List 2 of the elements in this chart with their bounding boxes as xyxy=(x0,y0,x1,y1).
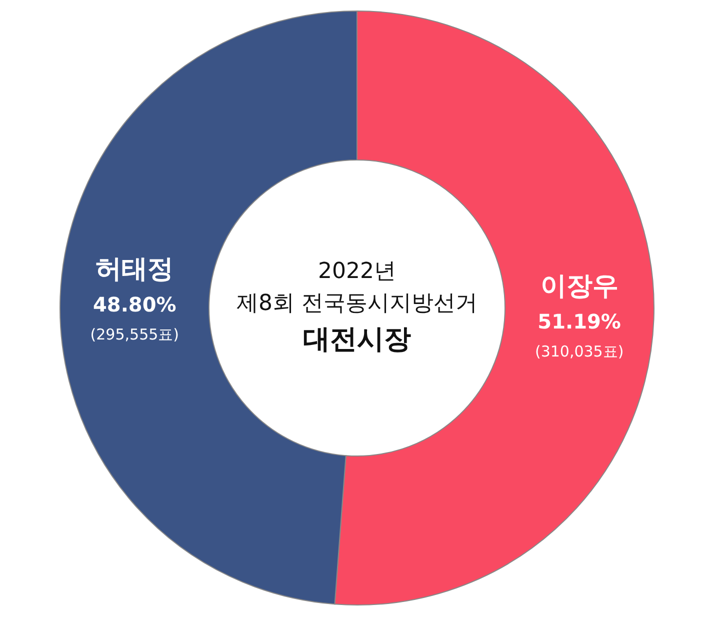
text: 2022년 제8회 전국동시지방선거 xyxy=(236,259,478,316)
text: 대전시장 xyxy=(303,324,411,355)
